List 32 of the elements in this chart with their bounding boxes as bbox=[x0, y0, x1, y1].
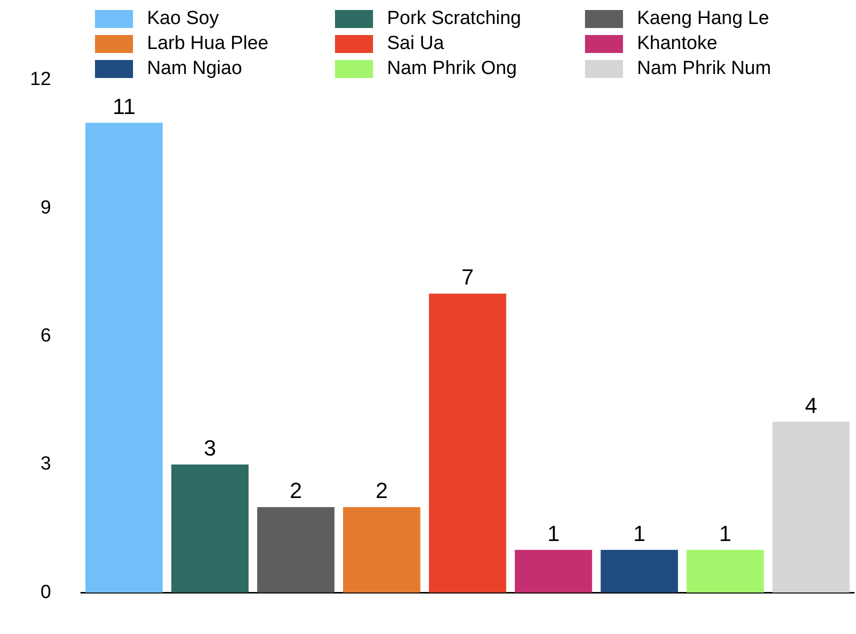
data-label: 4 bbox=[804, 392, 818, 418]
data-label: 2 bbox=[376, 478, 388, 504]
y-tick-label: 3 bbox=[40, 454, 52, 475]
legend-label: Nam Phrik Ong bbox=[387, 58, 517, 80]
data-label: 1 bbox=[719, 520, 732, 546]
y-tick-label: 9 bbox=[40, 197, 52, 218]
bar bbox=[257, 507, 334, 593]
bar bbox=[171, 464, 249, 593]
data-label: 1 bbox=[633, 520, 646, 546]
bar bbox=[686, 550, 764, 593]
bar bbox=[85, 122, 163, 593]
bar bbox=[772, 422, 850, 593]
data-label: 3 bbox=[204, 436, 216, 461]
y-tick-label: 0 bbox=[40, 582, 52, 603]
legend-label: Khantoke bbox=[637, 32, 718, 54]
legend-label: Nam Ngiao bbox=[147, 58, 242, 80]
legend-label: Nam Phrik Num bbox=[637, 58, 772, 80]
legend-label: Pork Scratching bbox=[387, 8, 522, 30]
data-label: 7 bbox=[461, 264, 474, 290]
legend-label: Kaeng Hang Le bbox=[637, 8, 770, 30]
legend-label: Sai Ua bbox=[387, 32, 444, 54]
legend-label: Larb Hua Plee bbox=[147, 32, 268, 54]
bar bbox=[514, 550, 592, 593]
legend-label: Kao Soy bbox=[147, 8, 219, 30]
y-tick-label: 12 bbox=[30, 69, 52, 90]
data-label: 11 bbox=[112, 94, 136, 119]
bar bbox=[428, 294, 506, 593]
data-label: 1 bbox=[547, 520, 560, 546]
data-label: 2 bbox=[290, 478, 302, 504]
bar bbox=[343, 507, 420, 593]
y-tick-label: 6 bbox=[40, 326, 52, 347]
bar bbox=[600, 550, 678, 593]
